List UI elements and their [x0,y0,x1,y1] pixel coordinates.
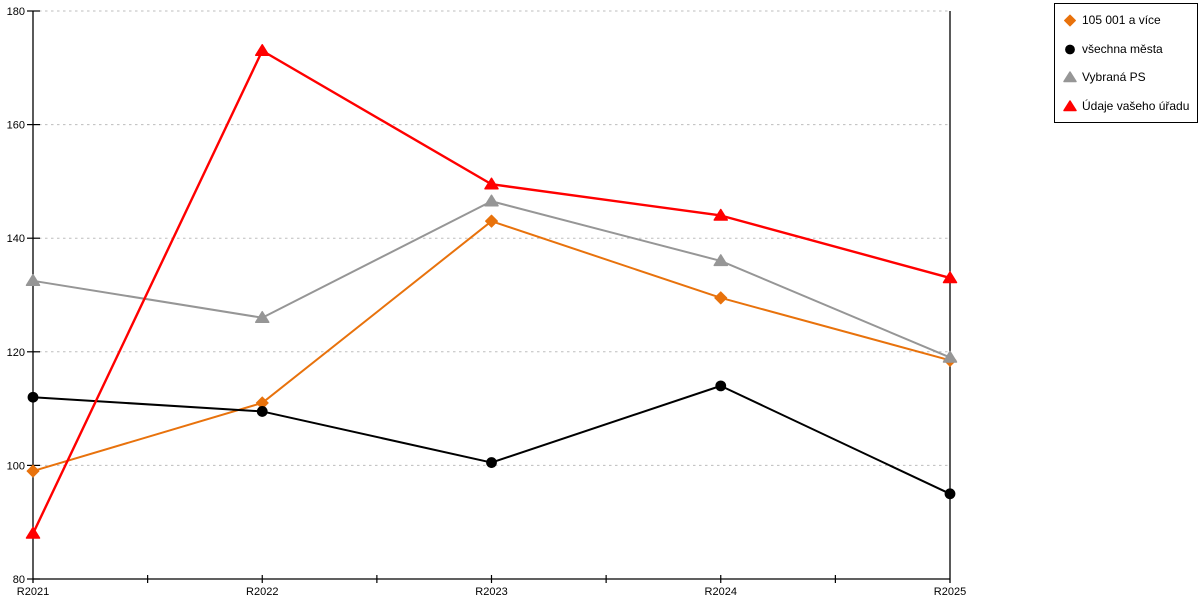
data-point-marker [255,310,270,323]
legend-label: Vybraná PS [1082,70,1146,85]
data-point-marker [944,488,956,500]
legend-label: Údaje vašeho úřadu [1082,98,1190,113]
data-point-marker [1063,100,1077,111]
legend-item-udaje-vaseho-uradu: Údaje vašeho úřadu [1063,99,1197,113]
data-point-marker [715,380,727,392]
x-tick-label: R2022 [246,586,278,598]
legend-label: všechna města [1082,41,1163,56]
data-point-marker [25,274,41,287]
y-tick-label: 80 [13,574,25,586]
x-tick-label: R2024 [705,586,737,598]
data-point-marker [485,214,498,228]
data-point-marker [714,291,728,305]
data-point-marker [27,391,39,403]
x-tick-label: R2021 [17,586,49,598]
data-point-marker [486,457,497,468]
triangle-marker-icon [1063,71,1077,83]
data-point-marker [1064,14,1076,27]
legend-item-105-001-a-vice: 105 001 a více [1063,13,1197,27]
data-point-marker [1063,71,1077,83]
data-point-marker [942,271,958,284]
diamond-marker-icon [1064,14,1076,27]
data-point-marker [25,526,41,539]
triangle-marker-icon [1063,100,1077,111]
data-point-marker [484,194,499,207]
y-tick-label: 100 [7,460,25,472]
y-tick-label: 140 [7,233,25,245]
data-point-marker [26,464,40,478]
data-point-marker [942,350,958,363]
x-tick-label: R2023 [475,586,507,598]
y-tick-label: 180 [7,6,25,18]
circle-marker-icon [1065,44,1075,55]
x-tick-label: R2025 [934,586,966,598]
data-point-marker [256,406,268,417]
series-line-0 [32,220,951,473]
data-point-marker [713,254,728,267]
legend-item-vsechna-mesta: všechna města [1063,42,1197,56]
legend-label: 105 001 a více [1082,13,1161,28]
legend-item-vybrana-ps: Vybraná PS [1063,70,1197,84]
data-point-marker [713,208,728,221]
data-point-marker [255,44,270,57]
data-point-marker [1065,44,1075,55]
y-tick-label: 160 [7,120,25,132]
series-line-1 [32,384,951,495]
y-tick-label: 120 [7,347,25,359]
legend: 105 001 a více všechna města Vybraná PS … [1054,3,1198,123]
data-point-marker [484,177,499,190]
